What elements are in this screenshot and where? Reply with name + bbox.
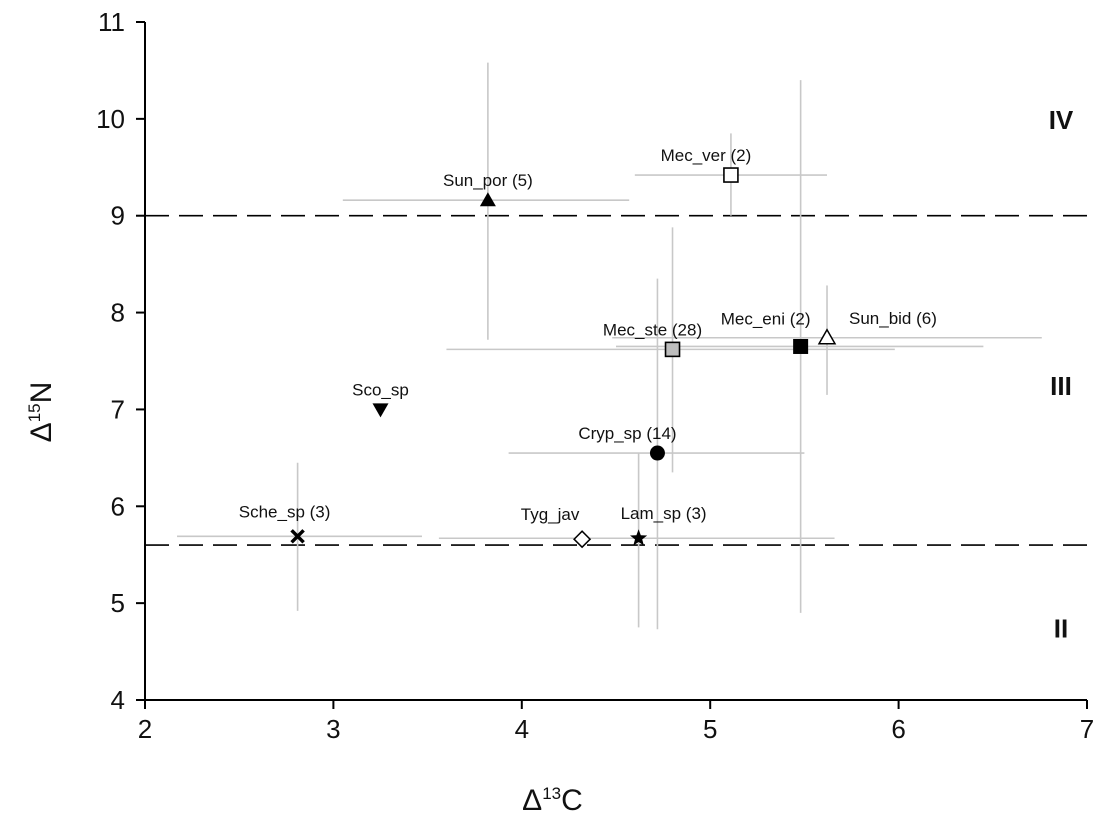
point-label: Lam_sp (3)	[621, 504, 707, 523]
x-tick-label: 4	[515, 714, 529, 744]
point-label: Mec_eni (2)	[721, 309, 811, 328]
y-tick-label: 4	[111, 685, 125, 715]
zone-label: II	[1054, 613, 1068, 643]
zone-label: III	[1050, 371, 1072, 401]
x-tick-label: 5	[703, 714, 717, 744]
data-point	[290, 529, 305, 544]
point-label: Mec_ste (28)	[603, 320, 702, 339]
y-tick-label: 11	[98, 7, 125, 37]
point-label: Sun_bid (6)	[849, 309, 937, 328]
x-axis-title: Δ13C	[522, 784, 583, 817]
data-point	[479, 192, 496, 207]
data-point	[573, 530, 592, 549]
data-point	[372, 403, 389, 418]
y-tick-label: 8	[111, 298, 125, 328]
y-tick-label: 9	[111, 201, 125, 231]
data-point	[817, 328, 837, 345]
y-tick-label: 5	[111, 588, 125, 618]
data-point	[793, 338, 809, 354]
point-label: Sun_por (5)	[443, 171, 533, 190]
x-tick-label: 2	[138, 714, 152, 744]
x-tick-label: 3	[326, 714, 340, 744]
x-tick-label: 7	[1080, 714, 1094, 744]
data-point	[664, 341, 681, 358]
point-label: Sche_sp (3)	[239, 502, 331, 521]
zone-label: IV	[1049, 105, 1074, 135]
point-label: Cryp_sp (14)	[578, 424, 676, 443]
data-point	[630, 529, 648, 546]
y-tick-label: 10	[96, 104, 125, 134]
y-tick-label: 6	[111, 491, 125, 521]
data-point	[649, 445, 665, 461]
data-point	[723, 167, 739, 183]
point-label: Sco_sp	[352, 380, 409, 399]
point-label: Tyg_jav	[521, 505, 580, 524]
y-tick-label: 7	[111, 394, 125, 424]
y-axis-title: Δ15N	[25, 381, 58, 443]
x-tick-label: 6	[891, 714, 905, 744]
point-label: Mec_ver (2)	[661, 146, 752, 165]
